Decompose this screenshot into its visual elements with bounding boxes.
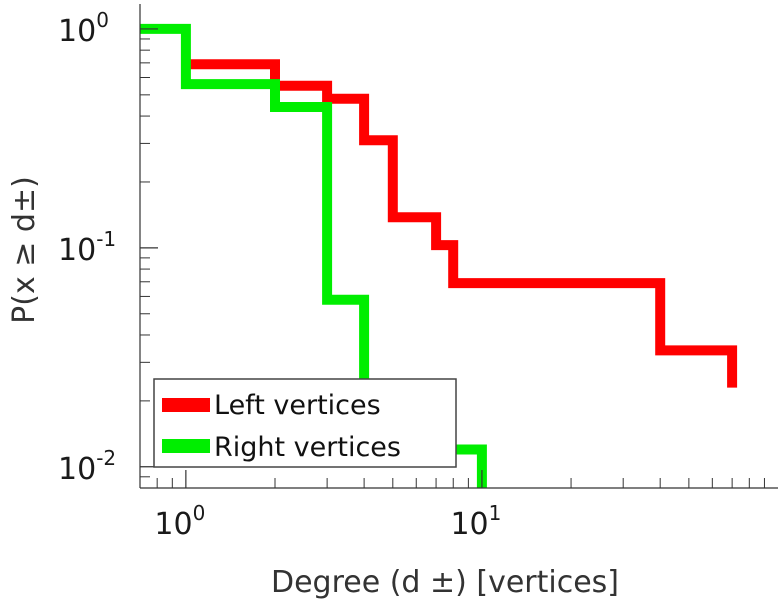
y-tick-label: 100 <box>58 8 109 49</box>
tick-labels: 100 101 100 10-1 10-2 <box>58 8 501 542</box>
x-axis-title: Degree (d ±) [vertices] <box>271 565 619 600</box>
y-tick-label: 10-2 <box>58 446 116 487</box>
legend-label-left-vertices: Left vertices <box>214 390 381 421</box>
x-tick-label: 101 <box>450 501 501 542</box>
series-line-left-vertices <box>185 59 738 388</box>
x-tick-label: 100 <box>154 501 205 542</box>
y-axis-title: P(x ≥ d±) <box>7 176 42 324</box>
legend: Left vertices Right vertices <box>153 378 457 468</box>
axes-frame <box>139 4 778 489</box>
legend-label-right-vertices: Right vertices <box>214 432 401 463</box>
y-tick-label: 10-1 <box>58 227 116 268</box>
axis-ticks <box>139 28 765 489</box>
